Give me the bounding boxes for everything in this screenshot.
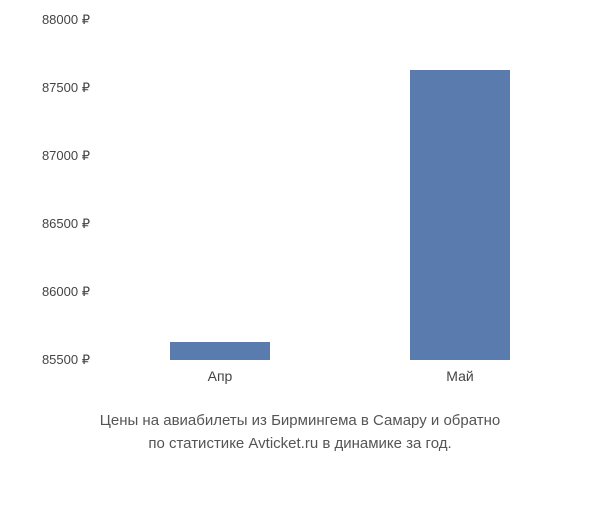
y-tick-label: 86500 ₽ (42, 216, 90, 232)
chart-caption: Цены на авиабилеты из Бирмингема в Самар… (0, 400, 600, 475)
x-tick-label: Апр (208, 368, 233, 384)
y-axis: 85500 ₽86000 ₽86500 ₽87000 ₽87500 ₽88000… (20, 20, 90, 400)
plot-area (100, 20, 580, 360)
caption-line-1: Цены на авиабилеты из Бирмингема в Самар… (30, 410, 570, 433)
bar (170, 342, 271, 360)
y-tick-label: 87000 ₽ (42, 148, 90, 164)
y-tick-label: 86000 ₽ (42, 284, 90, 300)
bar (410, 70, 511, 360)
caption-line-2: по статистике Avticket.ru в динамике за … (30, 433, 570, 456)
y-tick-label: 85500 ₽ (42, 352, 90, 368)
x-tick-label: Май (446, 368, 473, 384)
chart-container: 85500 ₽86000 ₽86500 ₽87000 ₽87500 ₽88000… (20, 20, 580, 400)
y-tick-label: 87500 ₽ (42, 80, 90, 96)
x-axis: Апр Май (100, 360, 580, 400)
y-tick-label: 88000 ₽ (42, 12, 90, 28)
